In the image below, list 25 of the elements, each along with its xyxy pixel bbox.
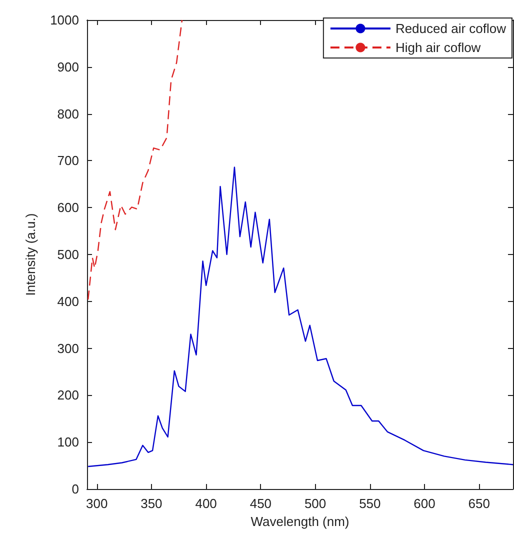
y-tick-label: 0 — [72, 482, 79, 496]
x-tick-label: 650 — [468, 496, 490, 511]
y-tick-label: 300 — [57, 340, 79, 356]
x-tick-label: 600 — [414, 496, 436, 511]
y-tick-label: 800 — [57, 106, 79, 122]
x-tick-label: 500 — [304, 496, 326, 511]
y-tick-label: 200 — [57, 388, 79, 403]
y-tick-label: 1000 — [50, 12, 79, 28]
y-tick-label: 400 — [57, 294, 79, 309]
y-tick-label: 500 — [57, 247, 79, 262]
x-tick-label: 550 — [359, 496, 381, 511]
y-tick-label: 900 — [57, 59, 79, 74]
line-series — [87, 19, 183, 300]
line-series — [87, 166, 514, 468]
y-tick-label: 600 — [57, 200, 79, 216]
legend-label: High air coflow — [395, 40, 482, 55]
x-axis-title: Wavelength (nm) — [250, 514, 350, 529]
y-tick-label: 100 — [57, 434, 79, 450]
y-axis-title: Intensity (a.u.) — [23, 213, 38, 296]
x-tick-label: 350 — [140, 496, 162, 511]
x-tick-label: 450 — [250, 496, 272, 511]
legend-label: Reduced air coflow — [395, 21, 507, 36]
x-tick-label: 400 — [195, 496, 217, 511]
y-tick-label: 700 — [57, 153, 79, 168]
x-tick-label: 300 — [86, 496, 108, 511]
